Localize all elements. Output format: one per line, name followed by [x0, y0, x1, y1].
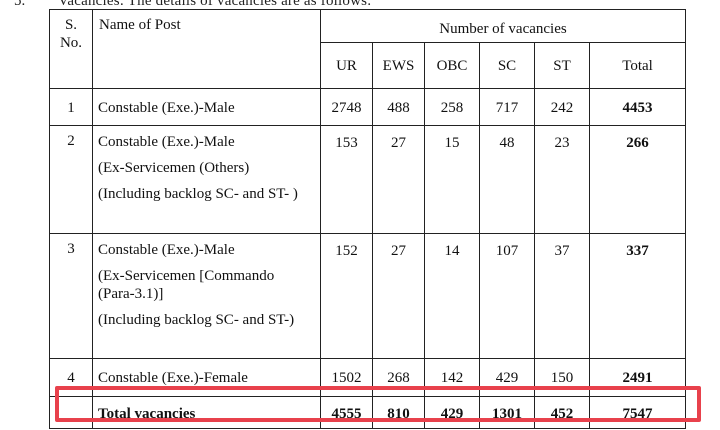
post-line: Constable (Exe.)-Male — [98, 242, 235, 258]
col-ews: EWS — [372, 42, 425, 89]
cell-sc: 717 — [479, 88, 535, 126]
post-line: (Including backlog SC- and ST- ) — [98, 186, 298, 202]
cell-st: 37 — [534, 233, 590, 359]
cell-obc: 14 — [424, 233, 480, 359]
cell-ews: 27 — [372, 125, 425, 234]
total-ews: 810 — [372, 396, 425, 429]
heading-number: 5. — [14, 0, 26, 9]
total-row-highlight-box — [55, 386, 701, 422]
header-post: Name of Post — [92, 9, 321, 89]
post-line: (Ex-Servicemen [Commando (Para-3.1)] — [98, 268, 275, 302]
cell-ews: 268 — [372, 358, 425, 397]
cell-total: 2491 — [588, 358, 687, 397]
cell-obc: 15 — [424, 125, 480, 234]
cell-total: 266 — [588, 125, 687, 234]
col-sc: SC — [479, 42, 535, 89]
post-line: Constable (Exe.)-Female — [98, 370, 248, 386]
table-row: 1 Constable (Exe.)-Male 2748 488 258 717… — [49, 88, 687, 126]
cell-sc: 107 — [479, 233, 535, 359]
vacancy-table: S. No. Name of Post Number of vacancies … — [49, 9, 687, 429]
header-sno: S. No. — [49, 9, 93, 89]
row-post: Constable (Exe.)-Male (Ex-Servicemen (Ot… — [92, 125, 321, 234]
col-ur: UR — [320, 42, 373, 89]
header-row-columns: UR EWS OBC SC ST Total — [50, 42, 687, 89]
cell-st: 150 — [534, 358, 590, 397]
cell-ews: 27 — [372, 233, 425, 359]
total-obc: 429 — [424, 396, 480, 429]
post-line: (Including backlog SC- and ST-) — [98, 312, 295, 328]
header-row-top: S. No. Name of Post Number of vacancies — [49, 9, 687, 89]
post-line: Constable (Exe.)-Male — [98, 134, 235, 150]
cell-total: 337 — [588, 233, 687, 359]
cell-ews: 488 — [372, 88, 425, 126]
col-total: Total — [588, 42, 687, 89]
table-row: 2 Constable (Exe.)-Male (Ex-Servicemen (… — [49, 125, 687, 234]
cell-sc: 48 — [479, 125, 535, 234]
cell-ur: 2748 — [320, 88, 373, 126]
table-row: 3 Constable (Exe.)-Male (Ex-Servicemen [… — [49, 233, 687, 359]
cell-total: 4453 — [588, 88, 687, 126]
header-vacancies: Number of vacancies — [319, 9, 687, 43]
cell-obc: 258 — [424, 88, 480, 126]
cell-ur: 1502 — [320, 358, 373, 397]
cell-ur: 152 — [320, 233, 373, 359]
cell-ur: 153 — [320, 125, 373, 234]
row-sno: 1 — [49, 88, 93, 126]
heading-text: Vacancies: The details of vacancies are … — [58, 0, 372, 9]
row-post: Constable (Exe.)-Male (Ex-Servicemen [Co… — [92, 233, 321, 359]
cut-off-heading: 5. Vacancies: The details of vacancies a… — [0, 0, 720, 10]
row-sno: 2 — [49, 125, 93, 234]
cell-st: 23 — [534, 125, 590, 234]
row-post: Constable (Exe.)-Male — [92, 88, 321, 126]
cell-st: 242 — [534, 88, 590, 126]
post-line: (Ex-Servicemen (Others) — [98, 160, 250, 176]
row-post: Constable (Exe.)-Female — [92, 358, 321, 397]
col-obc: OBC — [424, 42, 480, 89]
col-st: ST — [534, 42, 590, 89]
cell-sc: 429 — [479, 358, 535, 397]
row-sno: 3 — [49, 233, 93, 359]
post-line: Constable (Exe.)-Male — [98, 100, 235, 116]
